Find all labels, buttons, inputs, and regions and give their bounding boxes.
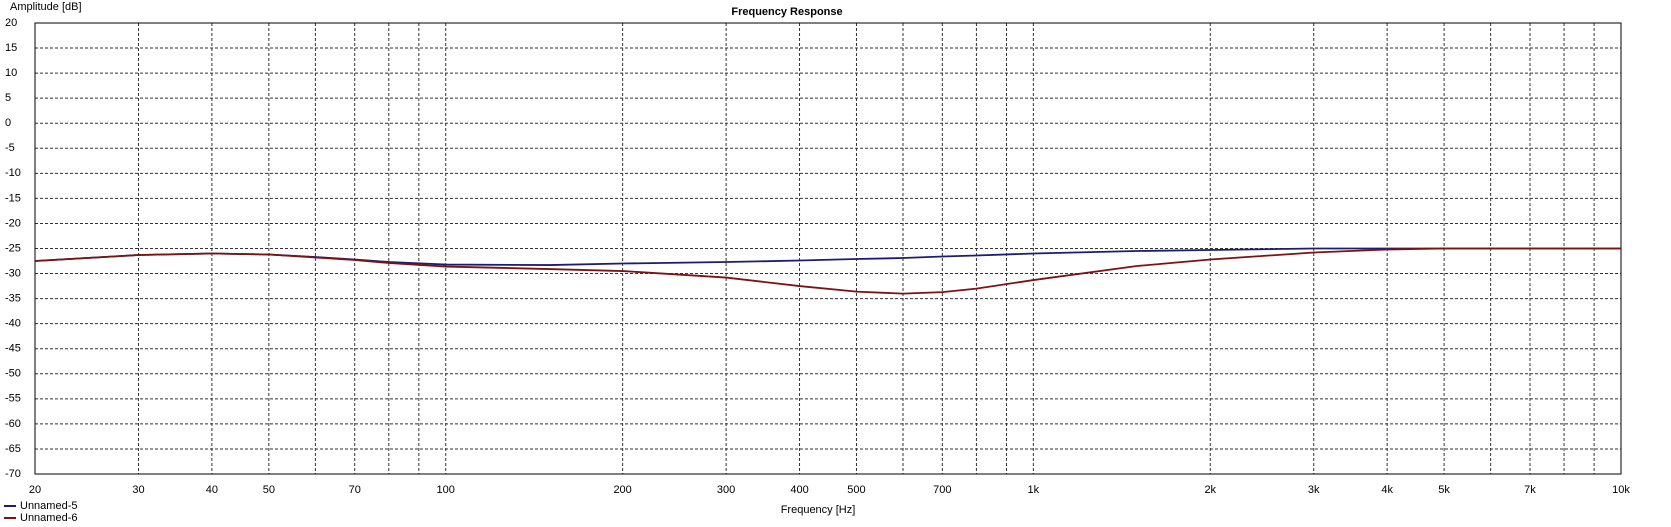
y-tick-label: -55 xyxy=(5,393,21,405)
x-tick-label: 50 xyxy=(263,484,275,496)
y-tick-label: -5 xyxy=(5,142,15,154)
y-tick-label: -25 xyxy=(5,242,21,254)
y-tick-label: -10 xyxy=(5,167,21,179)
y-tick-label: -45 xyxy=(5,343,21,355)
y-tick-label: -40 xyxy=(5,318,21,330)
x-tick-label: 1k xyxy=(1028,484,1040,496)
x-tick-label: 5k xyxy=(1438,484,1450,496)
x-tick-label: 30 xyxy=(132,484,144,496)
x-tick-label: 4k xyxy=(1381,484,1393,496)
y-tick-label: -60 xyxy=(5,418,21,430)
legend-label: Unnamed-5 xyxy=(20,500,77,512)
x-tick-label: 2k xyxy=(1204,484,1216,496)
y-tick-label: -35 xyxy=(5,293,21,305)
y-axis-label: Amplitude [dB] xyxy=(10,1,82,13)
legend-label: Unnamed-6 xyxy=(20,512,77,524)
x-tick-label: 400 xyxy=(790,484,808,496)
y-tick-label: 15 xyxy=(5,42,17,54)
x-tick-label: 300 xyxy=(717,484,735,496)
x-tick-label: 40 xyxy=(206,484,218,496)
y-tick-label: -65 xyxy=(5,443,21,455)
x-tick-label: 200 xyxy=(613,484,631,496)
x-tick-label: 70 xyxy=(349,484,361,496)
y-tick-label: -15 xyxy=(5,192,21,204)
x-tick-label: 20 xyxy=(29,484,41,496)
y-tick-label: -70 xyxy=(5,468,21,480)
x-tick-label: 3k xyxy=(1308,484,1320,496)
y-tick-label: 10 xyxy=(5,67,17,79)
x-tick-label: 700 xyxy=(933,484,951,496)
series-line xyxy=(34,247,1621,295)
y-tick-label: 5 xyxy=(5,92,11,104)
y-tick-label: 0 xyxy=(5,117,11,129)
x-tick-label: 500 xyxy=(847,484,865,496)
chart-title: Frequency Response xyxy=(731,6,842,18)
x-tick-label: 7k xyxy=(1524,484,1536,496)
y-tick-label: 20 xyxy=(5,17,17,29)
x-tick-label: 10k xyxy=(1612,484,1630,496)
x-axis-label: Frequency [Hz] xyxy=(781,504,856,516)
y-tick-label: -20 xyxy=(5,217,21,229)
series-line xyxy=(34,247,1621,266)
y-tick-label: -50 xyxy=(5,368,21,380)
x-tick-label: 100 xyxy=(437,484,455,496)
y-tick-label: -30 xyxy=(5,267,21,279)
